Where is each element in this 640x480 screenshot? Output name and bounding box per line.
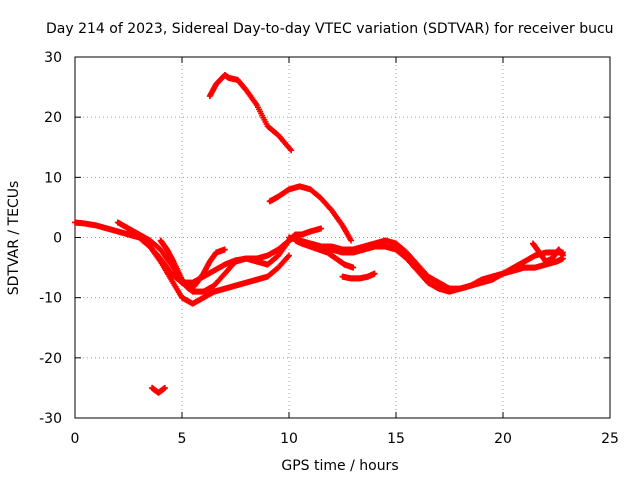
- data-series-track-6: [157, 237, 228, 292]
- data-series-track-4: [114, 219, 325, 295]
- data-point: [559, 252, 566, 259]
- chart-title: Day 214 of 2023, Sidereal Day-to-day VTE…: [46, 21, 614, 37]
- x-axis-label: GPS time / hours: [281, 458, 398, 474]
- y-tick-label: 30: [44, 50, 62, 66]
- data-point: [371, 270, 378, 277]
- y-tick-label: 10: [44, 170, 62, 186]
- x-tick-label: 15: [387, 431, 405, 447]
- data-point: [350, 264, 357, 271]
- x-tick-label: 10: [280, 431, 298, 447]
- data-point: [221, 246, 228, 253]
- data-series-track-11: [529, 240, 566, 265]
- x-tick-label: 25: [601, 431, 619, 447]
- data-series-track-9: [292, 237, 357, 271]
- data-point: [318, 225, 325, 232]
- data-series-track-12: [149, 384, 168, 396]
- y-axis-label: SDTVAR / TECUs: [6, 181, 22, 296]
- x-tick-label: 0: [71, 431, 80, 447]
- data-marks: [72, 72, 566, 396]
- data-series-track-5: [125, 228, 292, 307]
- y-tick-label: -20: [39, 351, 62, 367]
- data-point: [161, 384, 168, 391]
- x-tick-label: 20: [494, 431, 512, 447]
- y-tick-label: -10: [39, 291, 62, 307]
- data-series-track-1: [206, 72, 295, 154]
- data-series-track-2: [266, 183, 355, 244]
- data-point: [348, 237, 355, 244]
- data-point: [286, 252, 292, 259]
- y-tick-label: 20: [44, 110, 62, 126]
- y-tick-label: 0: [53, 231, 62, 247]
- data-series-track-10: [339, 270, 378, 282]
- x-tick-labels: 0 5 10 15 20 25: [71, 431, 619, 447]
- y-tick-labels: -30 -20 -10 0 10 20 30: [39, 50, 62, 427]
- data-point: [288, 147, 295, 154]
- chart-grid: [75, 57, 610, 418]
- x-tick-label: 5: [178, 431, 187, 447]
- axis-ticks: [74, 56, 611, 419]
- y-tick-label: -30: [39, 411, 62, 427]
